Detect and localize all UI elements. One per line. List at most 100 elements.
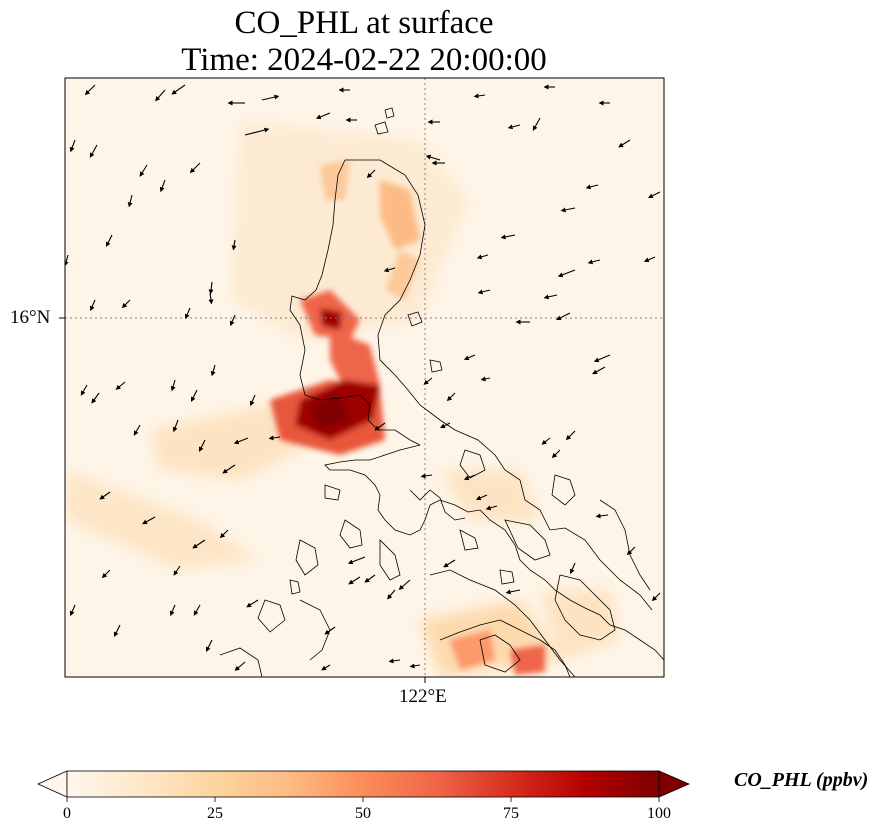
- wind-arrow: [169, 604, 176, 617]
- wind-arrow: [565, 430, 576, 441]
- wind-vectors: [65, 84, 661, 671]
- wind-arrow: [347, 556, 366, 565]
- wind-arrow: [193, 604, 201, 616]
- wind-arrow: [383, 267, 396, 273]
- wind-arrow: [121, 299, 131, 309]
- wind-arrow: [69, 139, 76, 153]
- wind-arrow: [366, 169, 376, 179]
- wind-arrow: [84, 84, 96, 96]
- wind-arrow: [244, 127, 270, 136]
- colorbar-tick-label: 0: [63, 805, 71, 822]
- wind-arrow: [192, 539, 206, 549]
- colorbar-gradient: [66, 770, 660, 798]
- wind-arrow: [618, 139, 631, 148]
- wind-arrow: [388, 658, 401, 664]
- wind-arrow: [261, 94, 280, 101]
- colorbar-extend-max: [658, 770, 691, 798]
- colorbar-tick-label: 25: [207, 805, 223, 822]
- wind-arrow: [651, 592, 661, 602]
- wind-arrow: [555, 312, 571, 321]
- wind-arrow: [99, 491, 111, 500]
- wind-arrow: [473, 93, 486, 99]
- wind-arrow: [593, 354, 611, 363]
- wind-arrow: [190, 389, 198, 403]
- wind-arrow: [142, 516, 156, 525]
- coastlines: [219, 107, 664, 677]
- wind-arrow: [592, 366, 606, 375]
- wind-arrow: [423, 377, 433, 385]
- wind-arrow: [222, 464, 236, 474]
- wind-arrow: [425, 154, 441, 161]
- wind-arrow: [171, 84, 186, 95]
- wind-arrow: [127, 194, 133, 208]
- wind-arrow: [409, 663, 421, 669]
- wind-arrow: [184, 307, 191, 320]
- wind-arrow: [551, 449, 561, 459]
- wind-arrow: [268, 435, 281, 441]
- wind-arrow: [172, 419, 179, 433]
- wind-arrow: [507, 124, 521, 130]
- lon-tick-label: 122°E: [399, 686, 447, 707]
- wind-arrow: [477, 289, 491, 295]
- wind-arrow: [398, 579, 411, 590]
- wind-arrow: [208, 281, 214, 295]
- wind-arrow: [208, 292, 214, 305]
- wind-arrow: [569, 562, 576, 575]
- wind-arrow: [324, 626, 336, 635]
- wind-arrow: [500, 234, 516, 240]
- colorbar-tick-label: 75: [503, 805, 519, 822]
- wind-arrow: [532, 117, 541, 131]
- wind-arrow: [80, 384, 88, 396]
- map-title-line1: CO_PHL at surface: [234, 5, 494, 41]
- wind-arrow: [557, 269, 576, 278]
- wind-arrow: [139, 164, 148, 177]
- wind-arrow: [65, 254, 69, 267]
- colorbar-label: CO_PHL (ppbv): [734, 769, 869, 791]
- wind-arrow: [198, 439, 206, 453]
- wind-arrow: [475, 494, 488, 501]
- wind-arrow: [585, 184, 599, 190]
- wind-arrow: [463, 354, 476, 361]
- map-title-line2: Time: 2024-02-22 20:00:00: [181, 42, 547, 78]
- wind-arrow: [89, 144, 98, 158]
- wind-arrow: [89, 299, 96, 312]
- wind-arrow: [133, 424, 141, 436]
- wind-arrow: [463, 474, 476, 481]
- wind-arrow: [643, 256, 656, 263]
- wind-arrow: [420, 473, 433, 479]
- wind-arrow: [647, 191, 661, 199]
- lat-tick-label: 16°N: [10, 307, 51, 328]
- map-frame: [64, 77, 665, 678]
- wind-arrow: [170, 379, 176, 392]
- wind-arrow: [587, 259, 601, 265]
- wind-arrow: [364, 574, 376, 583]
- wind-arrow: [543, 294, 558, 300]
- wind-arrow: [105, 234, 113, 248]
- wind-arrow: [505, 589, 521, 595]
- wind-arrow: [234, 661, 246, 671]
- colorbar-tick-label: 50: [355, 805, 371, 822]
- colorbar-extend-min: [37, 770, 68, 798]
- wind-arrow: [113, 624, 121, 638]
- wind-arrow: [159, 179, 166, 193]
- wind-arrow: [210, 364, 216, 377]
- wind-arrow: [485, 505, 498, 511]
- wind-arrow: [101, 569, 111, 579]
- wind-arrow: [229, 314, 236, 327]
- wind-arrow: [249, 394, 256, 407]
- wind-arrow: [541, 437, 551, 445]
- wind-arrow: [91, 392, 100, 404]
- wind-arrow: [189, 162, 201, 174]
- wind-arrow: [231, 239, 237, 251]
- colorbar-tick-label: 100: [647, 805, 671, 822]
- co-concentration-field: [65, 120, 620, 677]
- wind-arrow: [439, 422, 451, 429]
- wind-arrow: [443, 559, 456, 568]
- wind-arrow: [387, 589, 396, 600]
- wind-arrow: [219, 529, 229, 539]
- wind-arrow: [374, 422, 386, 431]
- wind-arrow: [476, 254, 489, 260]
- wind-arrow: [233, 437, 249, 445]
